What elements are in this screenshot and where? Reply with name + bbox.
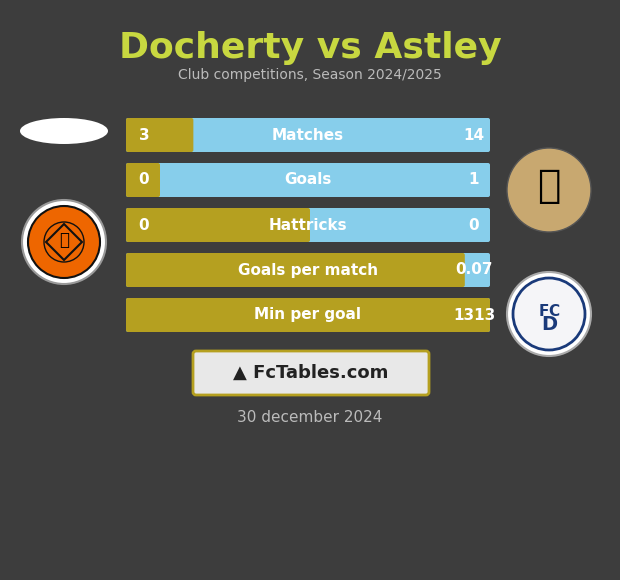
Text: 14: 14: [463, 128, 485, 143]
FancyBboxPatch shape: [126, 118, 193, 152]
FancyBboxPatch shape: [126, 253, 490, 287]
Text: Club competitions, Season 2024/2025: Club competitions, Season 2024/2025: [178, 68, 442, 82]
FancyBboxPatch shape: [126, 118, 490, 152]
FancyBboxPatch shape: [126, 298, 490, 332]
Text: C: C: [549, 304, 560, 320]
FancyBboxPatch shape: [193, 351, 429, 395]
FancyBboxPatch shape: [126, 163, 490, 197]
Polygon shape: [46, 224, 82, 260]
Ellipse shape: [20, 118, 108, 144]
Text: 👤: 👤: [538, 167, 560, 205]
Text: Docherty vs Astley: Docherty vs Astley: [118, 31, 502, 65]
Circle shape: [507, 148, 591, 232]
Circle shape: [507, 272, 591, 356]
Circle shape: [28, 206, 100, 278]
Text: Hattricks: Hattricks: [268, 218, 347, 233]
Text: 1: 1: [469, 172, 479, 187]
Text: 🦁: 🦁: [59, 231, 69, 249]
Text: ▲ FcTables.com: ▲ FcTables.com: [233, 364, 389, 382]
Text: F: F: [539, 304, 549, 320]
Text: Goals: Goals: [285, 172, 332, 187]
Text: Min per goal: Min per goal: [254, 307, 361, 322]
Text: D: D: [541, 314, 557, 333]
Text: 3: 3: [139, 128, 149, 143]
Text: Matches: Matches: [272, 128, 344, 143]
FancyBboxPatch shape: [126, 208, 490, 242]
FancyBboxPatch shape: [126, 298, 490, 332]
FancyBboxPatch shape: [126, 253, 465, 287]
Text: 1313: 1313: [453, 307, 495, 322]
Circle shape: [513, 278, 585, 350]
FancyBboxPatch shape: [126, 163, 160, 197]
Text: 30 december 2024: 30 december 2024: [237, 411, 383, 426]
Text: 0: 0: [469, 218, 479, 233]
Circle shape: [22, 200, 106, 284]
FancyBboxPatch shape: [126, 208, 310, 242]
Text: 0.07: 0.07: [455, 263, 493, 277]
Text: 0: 0: [139, 172, 149, 187]
Text: Goals per match: Goals per match: [238, 263, 378, 277]
Text: 0: 0: [139, 218, 149, 233]
